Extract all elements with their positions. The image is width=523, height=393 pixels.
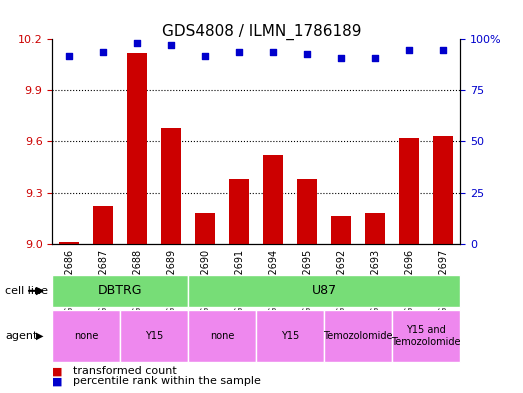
Bar xyxy=(59,242,79,244)
Bar xyxy=(263,155,283,244)
Bar xyxy=(297,179,317,244)
Text: none: none xyxy=(210,331,234,341)
Text: Y15: Y15 xyxy=(145,331,163,341)
Bar xyxy=(93,206,113,244)
Text: cell line: cell line xyxy=(5,286,48,296)
Point xyxy=(269,48,277,55)
Text: ■: ■ xyxy=(52,366,63,376)
Point xyxy=(99,48,108,55)
Text: percentile rank within the sample: percentile rank within the sample xyxy=(73,376,261,386)
Bar xyxy=(161,128,181,244)
Text: ▶: ▶ xyxy=(36,331,43,341)
Point xyxy=(439,46,447,53)
Point xyxy=(235,48,243,55)
Text: none: none xyxy=(74,331,98,341)
Text: Temozolomide: Temozolomide xyxy=(324,331,393,341)
Point xyxy=(337,55,345,61)
Bar xyxy=(195,213,215,244)
Point xyxy=(303,50,311,57)
Text: Y15: Y15 xyxy=(281,331,299,341)
Text: Y15 and
Temozolomide: Y15 and Temozolomide xyxy=(392,325,461,347)
Bar xyxy=(399,138,419,244)
Point xyxy=(65,53,73,59)
Text: transformed count: transformed count xyxy=(73,366,177,376)
Text: agent: agent xyxy=(5,331,38,341)
Point xyxy=(133,40,141,46)
Point xyxy=(201,53,209,59)
Text: ■: ■ xyxy=(52,376,63,386)
Text: ▶: ▶ xyxy=(36,286,43,296)
Bar xyxy=(365,213,385,244)
Text: U87: U87 xyxy=(312,284,337,298)
Point xyxy=(167,42,175,49)
Bar xyxy=(433,136,453,244)
Bar xyxy=(127,53,147,244)
Bar xyxy=(229,179,249,244)
Text: DBTRG: DBTRG xyxy=(98,284,143,298)
Point xyxy=(405,46,413,53)
Text: GDS4808 / ILMN_1786189: GDS4808 / ILMN_1786189 xyxy=(162,24,361,40)
Bar xyxy=(331,217,351,244)
Point xyxy=(371,55,379,61)
